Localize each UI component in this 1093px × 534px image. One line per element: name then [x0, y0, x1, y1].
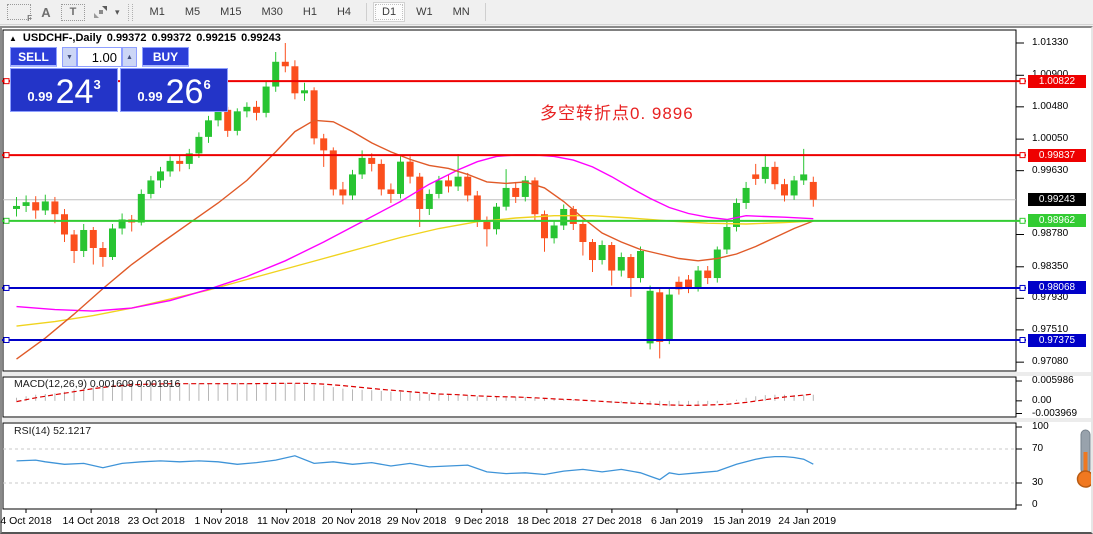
buy-price-display[interactable]: 0.99 26 6 [120, 68, 228, 112]
timeframe-button-m15[interactable]: M15 [220, 6, 242, 18]
thermometer-indicator [1076, 470, 1091, 488]
timeframe-button-m5[interactable]: M5 [184, 6, 201, 18]
ohlc-close: 0.99243 [241, 32, 281, 44]
trend-annotation: 多空转折点0. 9896 [540, 104, 694, 123]
date-tick-label: 15 Jan 2019 [713, 515, 771, 527]
price-tick-label: 0.97080 [1032, 356, 1069, 368]
price-level-badge: 0.99243 [1028, 193, 1086, 207]
price-level-badge: 0.98068 [1028, 281, 1086, 295]
timeframe-button-w1[interactable]: W1 [416, 6, 433, 18]
volume-decrease-button[interactable]: ▼ [62, 47, 77, 67]
ohlc-open: 0.99372 [106, 32, 147, 44]
price-tick-label: 0.99630 [1032, 164, 1069, 176]
date-tick-label: 9 Dec 2018 [454, 515, 509, 527]
date-tick-label: 1 Nov 2018 [194, 515, 249, 527]
ohlc-high: 0.99372 [151, 32, 192, 44]
sell-price-display[interactable]: 0.99 24 3 [10, 68, 118, 112]
price-tick-label: 0.97930 [1032, 292, 1069, 304]
price-tick-label: 1.00050 [1032, 133, 1069, 145]
price-tick-label: 1.01330 [1032, 37, 1069, 48]
macd-indicator-label: MACD(12,26,9) 0.001609 0.001816 [14, 378, 181, 390]
rsi-scale-label: 100 [1032, 421, 1049, 432]
price-tick-label: 0.98350 [1032, 260, 1069, 272]
rsi-scale-label: 30 [1032, 477, 1044, 488]
macd-scale-label: 0.00 [1032, 394, 1052, 406]
template-grid-icon[interactable]: F [7, 4, 32, 23]
price-level-badge: 1.00822 [1028, 74, 1086, 88]
price-tick-label: 0.97510 [1032, 323, 1069, 335]
rsi-scale-label: 0 [1032, 499, 1038, 510]
price-tick-label: 0.98780 [1032, 228, 1069, 240]
price-level-badge: 0.99837 [1028, 148, 1086, 162]
price-tick-label: 1.00480 [1032, 100, 1069, 112]
text-label-icon[interactable]: A [41, 4, 51, 20]
rsi-scale-label: 70 [1032, 443, 1044, 454]
date-tick-label: 14 Oct 2018 [62, 515, 120, 527]
date-tick-label: 18 Dec 2018 [517, 515, 577, 527]
buy-button[interactable]: BUY [142, 47, 189, 67]
dropdown-caret-icon[interactable]: ▾ [115, 6, 120, 17]
one-click-trading-panel: SELL ▼ 1.00 ▲ BUY 0.99 24 3 0.99 26 6 [10, 47, 228, 112]
date-tick-label: 20 Nov 2018 [321, 515, 382, 527]
timeframe-button-d1[interactable]: D1 [373, 2, 406, 22]
date-tick-label: 11 Nov 2018 [257, 515, 316, 527]
chart-header: ▲ USDCHF-,Daily 0.99372 0.99372 0.99215 … [9, 32, 281, 44]
date-tick-label: 4 Oct 2018 [0, 515, 52, 527]
timeframe-toolbar: M1 M5 M15 M30 H1 H4 D1 W1 MN [140, 2, 491, 22]
toolbar: F A T ▾ M1 M5 M15 M30 H1 H4 D1 W1 MN [0, 0, 1093, 25]
text-tool-icon[interactable]: T [61, 3, 85, 21]
ohlc-low: 0.99215 [196, 32, 237, 44]
draw-arrows-icon[interactable] [89, 2, 111, 22]
chart-window: ▲ USDCHF-,Daily 0.99372 0.99372 0.99215 … [0, 26, 1093, 534]
date-tick-label: 23 Oct 2018 [127, 515, 185, 527]
timeframe-button-m30[interactable]: M30 [261, 6, 283, 18]
date-tick-label: 29 Nov 2018 [386, 515, 447, 527]
date-tick-label: 27 Dec 2018 [582, 515, 642, 527]
toolbar-grip[interactable] [127, 3, 133, 21]
date-tick-label: 6 Jan 2019 [651, 515, 703, 527]
timeframe-button-h4[interactable]: H4 [336, 6, 352, 18]
timeframe-button-h1[interactable]: H1 [302, 6, 317, 18]
macd-scale-label: -0.003969 [1032, 407, 1078, 419]
symbol-marker-icon: ▲ [9, 33, 17, 43]
chart-canvas[interactable] [2, 28, 1091, 532]
sell-button[interactable]: SELL [10, 47, 57, 67]
volume-input[interactable]: 1.00 [77, 47, 122, 67]
arrow-down-icon: ▼ [66, 53, 73, 61]
timeframe-button-m1[interactable]: M1 [149, 6, 165, 18]
price-level-badge: 0.98962 [1028, 214, 1086, 228]
rsi-indicator-label: RSI(14) 52.1217 [14, 425, 92, 437]
arrow-up-icon: ▲ [126, 53, 133, 61]
timeframe-button-mn[interactable]: MN [452, 6, 470, 18]
volume-increase-button[interactable]: ▲ [122, 47, 137, 67]
symbol-title: USDCHF-,Daily [22, 32, 102, 44]
price-level-badge: 0.97375 [1028, 333, 1086, 347]
date-tick-label: 24 Jan 2019 [778, 515, 837, 527]
macd-scale-label: 0.005986 [1032, 375, 1074, 386]
